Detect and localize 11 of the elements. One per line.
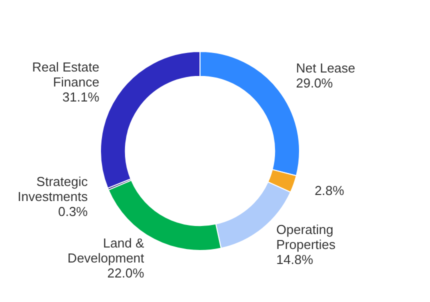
data-label: 0.3%	[58, 204, 88, 220]
data-label: 14.8%	[276, 252, 314, 268]
slice-label: Real Estate Finance	[32, 60, 100, 90]
data-label: 31.1%	[62, 90, 100, 105]
slice-label: Strategic Investments	[18, 174, 88, 204]
slice-label: Net Lease	[296, 60, 356, 76]
slice-label: Operating Properties	[276, 222, 336, 252]
data-label: 2.8%	[314, 183, 345, 198]
data-label: 29.0%	[296, 76, 334, 91]
data-label: 22.0%	[107, 265, 145, 280]
slice-label: Land & Development	[68, 235, 145, 266]
